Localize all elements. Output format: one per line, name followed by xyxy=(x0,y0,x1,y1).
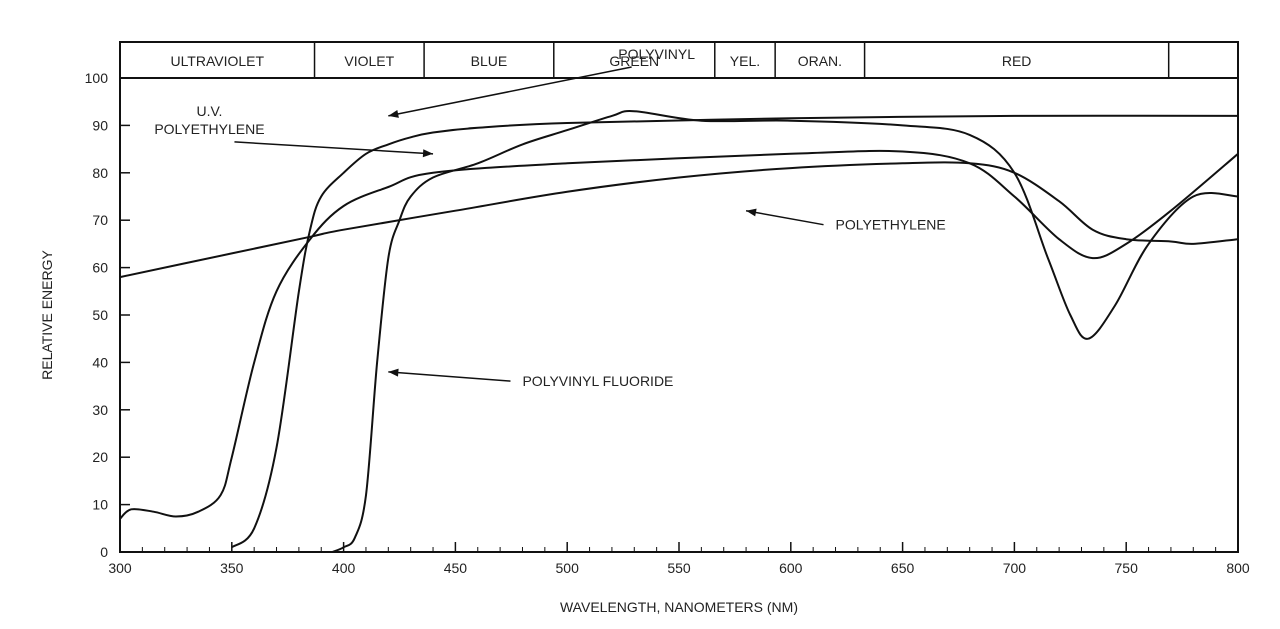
annotations: POLYVINYL U.V. POLYETHYLENE POLYETHYLENE POL… xyxy=(154,46,945,389)
annotation-arrowhead xyxy=(422,149,433,158)
y-tick-label: 20 xyxy=(92,449,108,465)
band-label: YEL. xyxy=(730,53,760,69)
x-tick-label: 650 xyxy=(891,560,915,576)
annotation-arrowhead xyxy=(388,368,399,377)
annotation-label: POLYETHYLENE xyxy=(836,217,946,233)
y-axis-title: RELATIVE ENERGY xyxy=(39,250,55,380)
series-lines xyxy=(119,110,1239,553)
y-tick-label: 30 xyxy=(92,402,108,418)
annotation-label: POLYVINYL FLUORIDE xyxy=(522,373,673,389)
x-tick-label: 300 xyxy=(108,560,132,576)
y-tick-label: 100 xyxy=(85,70,109,86)
annotation-arrowhead xyxy=(388,110,399,118)
series-line-polyethylene xyxy=(119,161,1239,279)
y-tick-label: 40 xyxy=(92,354,108,370)
y-tick-label: 90 xyxy=(92,117,108,133)
annotation-arrow xyxy=(388,371,511,382)
annotation-label: U.V. POLYETHYLENE xyxy=(154,103,264,137)
series-line-polyvinyl xyxy=(231,114,1239,549)
annotation-arrow xyxy=(388,66,632,117)
band-label: RED xyxy=(1002,53,1032,69)
band-label: ORAN. xyxy=(798,53,842,69)
x-tick-label: 800 xyxy=(1226,560,1250,576)
annotation-arrow xyxy=(234,141,434,155)
x-tick-label: 750 xyxy=(1115,560,1139,576)
y-tick-label: 60 xyxy=(92,260,108,276)
y-tick-label: 0 xyxy=(100,544,108,560)
x-axis-title: WAVELENGTH, NANOMETERS (NM) xyxy=(560,599,798,615)
band-label: ULTRAVIOLET xyxy=(170,53,264,69)
series-line-polyvinyl-fluoride xyxy=(332,110,1239,553)
x-tick-label: 700 xyxy=(1003,560,1027,576)
y-tick-label: 70 xyxy=(92,212,108,228)
x-tick-label: 350 xyxy=(220,560,244,576)
x-tick-label: 450 xyxy=(444,560,468,576)
axis-ticks: 300 350 400 450 500 550 600 650 700 750 800 0 10 20 30… xyxy=(85,70,1250,576)
band-label: GREEN xyxy=(609,53,659,69)
annotation-label: POLYVINYL xyxy=(618,46,695,62)
annotation-arrowhead xyxy=(746,208,757,217)
y-tick-label: 10 xyxy=(92,497,108,513)
x-tick-label: 500 xyxy=(556,560,580,576)
annotation-arrow xyxy=(745,209,824,226)
y-tick-label: 80 xyxy=(92,165,108,181)
band-label: BLUE xyxy=(471,53,508,69)
band-label: VIOLET xyxy=(344,53,394,69)
x-tick-label: 400 xyxy=(332,560,356,576)
x-tick-label: 550 xyxy=(667,560,691,576)
y-tick-label: 50 xyxy=(92,307,108,323)
x-tick-label: 600 xyxy=(779,560,803,576)
series-line-u-v-polyethylene xyxy=(119,149,1239,520)
